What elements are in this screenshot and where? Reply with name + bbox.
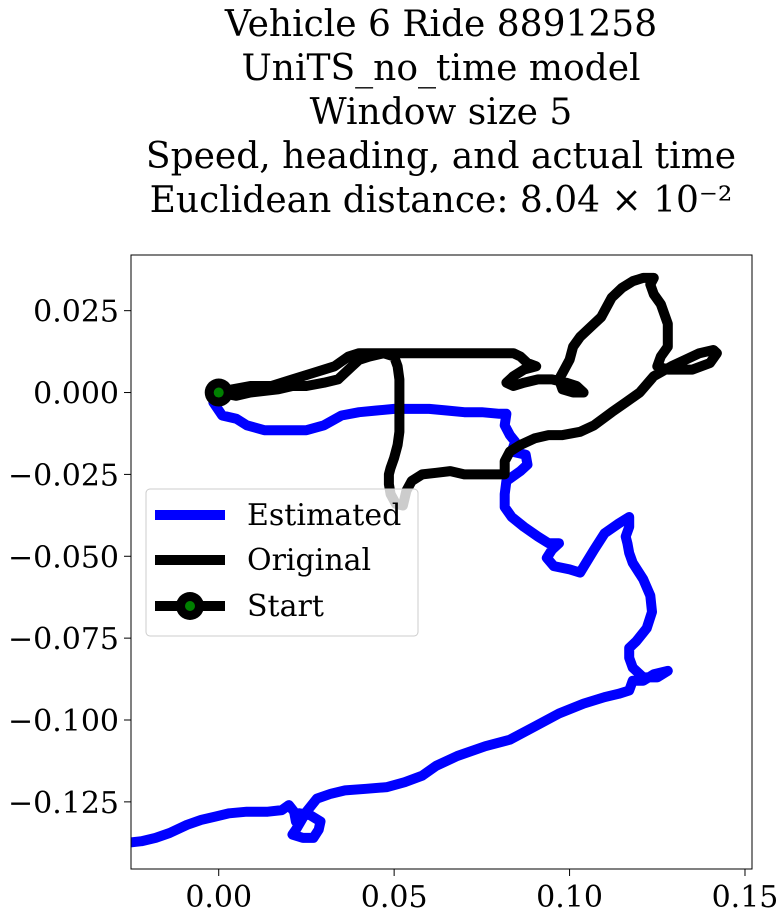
y-tick-label: −0.125 bbox=[8, 786, 119, 821]
series-line-estimated bbox=[131, 387, 673, 848]
x-tick-label: 0.15 bbox=[712, 880, 779, 915]
title-line: Vehicle 6 Ride 8891258 bbox=[224, 4, 657, 45]
y-tick-label: −0.050 bbox=[8, 540, 119, 575]
x-tick-label: 0.05 bbox=[361, 880, 428, 915]
legend-label: Original bbox=[247, 543, 371, 578]
y-tick-label: 0.025 bbox=[33, 295, 119, 330]
y-tick-label: −0.025 bbox=[8, 458, 119, 493]
plot-area-frame bbox=[130, 254, 753, 870]
title-line: Euclidean distance: 8.04 × 10⁻² bbox=[150, 180, 733, 221]
title-line: Speed, heading, and actual time bbox=[146, 136, 736, 177]
x-axis: 0.00 0.05 0.10 0.15 bbox=[185, 869, 778, 915]
legend-start-marker-inner bbox=[185, 601, 195, 611]
x-tick-label: 0.00 bbox=[185, 880, 252, 915]
y-tick-label: 0.000 bbox=[33, 377, 119, 412]
legend: Estimated Original Start bbox=[145, 488, 419, 637]
y-tick-label: −0.100 bbox=[8, 704, 119, 739]
x-tick-label: 0.10 bbox=[536, 880, 603, 915]
title-line: UniTS_no_time model bbox=[241, 48, 640, 89]
series-layer bbox=[131, 272, 722, 848]
legend-label: Estimated bbox=[247, 498, 401, 533]
y-axis: 0.025 0.000 −0.025 −0.050 −0.075 −0.100 −0.125 bbox=[8, 295, 131, 821]
title-line: Window size 5 bbox=[310, 92, 573, 133]
legend-label: Start bbox=[247, 589, 324, 624]
legend-box bbox=[145, 488, 419, 637]
series-line-original bbox=[213, 272, 722, 511]
y-tick-label: −0.075 bbox=[8, 622, 119, 657]
start-marker-inner bbox=[213, 387, 224, 398]
